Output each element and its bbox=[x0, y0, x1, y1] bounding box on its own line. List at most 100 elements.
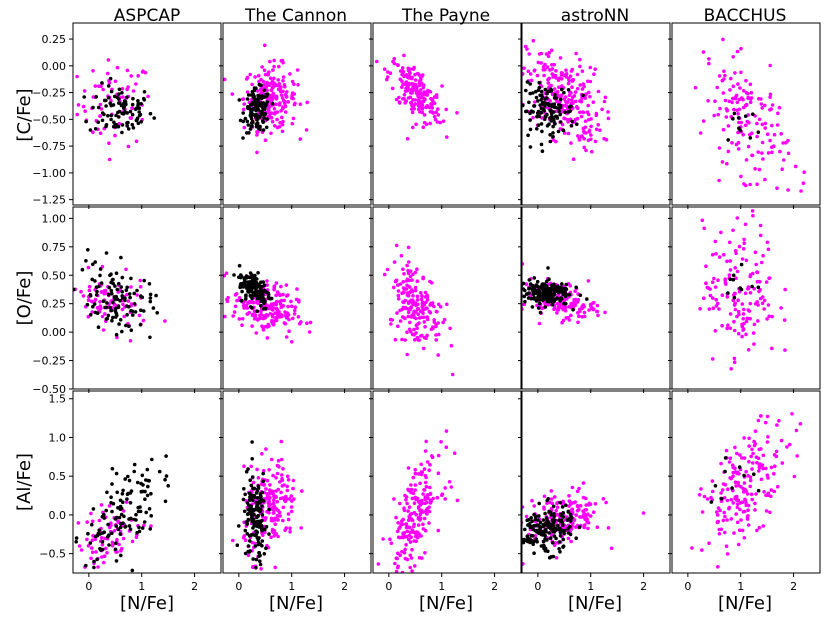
magenta-point bbox=[571, 521, 575, 526]
magenta-point bbox=[748, 291, 753, 295]
magenta-point bbox=[592, 72, 596, 76]
magenta-point bbox=[411, 98, 415, 102]
magenta-point bbox=[406, 294, 411, 298]
black-point bbox=[551, 131, 555, 135]
magenta-point bbox=[419, 462, 424, 467]
black-point bbox=[151, 306, 156, 310]
magenta-point bbox=[98, 300, 102, 304]
magenta-point bbox=[259, 567, 263, 571]
magenta-point bbox=[102, 560, 106, 565]
black-point bbox=[93, 310, 98, 315]
magenta-point bbox=[742, 456, 747, 460]
magenta-point bbox=[434, 309, 439, 314]
black-point bbox=[260, 490, 265, 495]
magenta-point bbox=[262, 83, 267, 87]
black-point bbox=[69, 299, 73, 303]
magenta-point bbox=[414, 86, 418, 91]
magenta-point bbox=[270, 119, 275, 124]
magenta-point bbox=[409, 100, 414, 105]
black-point bbox=[238, 118, 243, 123]
black-point bbox=[540, 94, 544, 99]
black-point bbox=[88, 293, 93, 297]
black-point bbox=[110, 509, 114, 514]
magenta-point bbox=[415, 307, 420, 312]
magenta-point bbox=[557, 76, 562, 80]
black-point bbox=[251, 526, 255, 530]
magenta-point bbox=[704, 281, 708, 286]
magenta-point bbox=[416, 530, 420, 535]
magenta-point bbox=[753, 501, 757, 506]
black-point bbox=[709, 500, 714, 504]
black-point bbox=[269, 296, 274, 301]
black-point bbox=[563, 528, 567, 533]
magenta-point bbox=[259, 313, 264, 317]
magenta-point bbox=[436, 471, 441, 476]
magenta-point bbox=[542, 73, 546, 78]
black-point bbox=[545, 91, 549, 96]
magenta-point bbox=[85, 520, 89, 524]
black-point bbox=[110, 482, 114, 486]
black-point bbox=[140, 473, 145, 478]
magenta-point bbox=[434, 338, 439, 342]
black-point bbox=[263, 107, 267, 111]
magenta-point bbox=[741, 132, 745, 137]
black-point bbox=[138, 322, 143, 327]
black-point bbox=[64, 542, 68, 546]
magenta-point bbox=[761, 466, 765, 471]
magenta-point bbox=[698, 131, 703, 135]
magenta-point bbox=[267, 499, 272, 504]
magenta-point bbox=[423, 480, 428, 485]
black-point bbox=[102, 112, 106, 117]
magenta-point bbox=[429, 102, 433, 106]
magenta-point bbox=[272, 285, 277, 290]
panel-r1-c0: −0.50−0.250.000.250.500.751.00 bbox=[32, 206, 222, 396]
black-point bbox=[558, 112, 562, 117]
black-point bbox=[100, 81, 104, 85]
magenta-point bbox=[710, 357, 715, 361]
black-point bbox=[115, 313, 119, 318]
magenta-point bbox=[283, 93, 288, 97]
magenta-point bbox=[85, 537, 89, 542]
magenta-point bbox=[734, 512, 738, 516]
magenta-point bbox=[596, 313, 600, 318]
panel-frame bbox=[222, 22, 372, 206]
magenta-point bbox=[596, 123, 600, 127]
magenta-point bbox=[419, 88, 423, 92]
magenta-point bbox=[582, 525, 586, 530]
magenta-point bbox=[395, 63, 400, 67]
magenta-point bbox=[411, 475, 416, 480]
black-point bbox=[84, 259, 88, 263]
magenta-point bbox=[268, 59, 272, 64]
magenta-point bbox=[281, 292, 285, 297]
magenta-point bbox=[725, 518, 729, 522]
black-point bbox=[570, 119, 574, 124]
magenta-point bbox=[280, 314, 284, 319]
magenta-point bbox=[722, 69, 726, 73]
black-point bbox=[517, 545, 521, 549]
magenta-point bbox=[552, 305, 557, 310]
magenta-point bbox=[411, 272, 415, 277]
magenta-point bbox=[760, 140, 765, 145]
magenta-point bbox=[738, 453, 742, 457]
black-point bbox=[139, 120, 143, 124]
magenta-point bbox=[126, 85, 130, 89]
y-tick-label: −0.50 bbox=[32, 383, 66, 396]
black-point bbox=[127, 478, 132, 483]
xlabel-bacchus: [N/Fe] bbox=[718, 593, 772, 614]
magenta-point bbox=[764, 509, 769, 513]
black-point bbox=[148, 335, 152, 340]
magenta-point bbox=[413, 285, 418, 290]
black-point bbox=[84, 119, 88, 124]
magenta-point bbox=[755, 182, 759, 186]
black-point bbox=[561, 515, 566, 519]
magenta-point bbox=[291, 478, 296, 483]
magenta-point bbox=[576, 134, 580, 138]
black-point bbox=[261, 471, 266, 476]
x-tick-label: 0 bbox=[684, 580, 691, 593]
magenta-point bbox=[286, 304, 290, 309]
magenta-point bbox=[415, 335, 420, 340]
magenta-point bbox=[560, 84, 564, 88]
magenta-point bbox=[731, 465, 735, 470]
magenta-point bbox=[403, 338, 408, 342]
black-point bbox=[737, 465, 742, 469]
